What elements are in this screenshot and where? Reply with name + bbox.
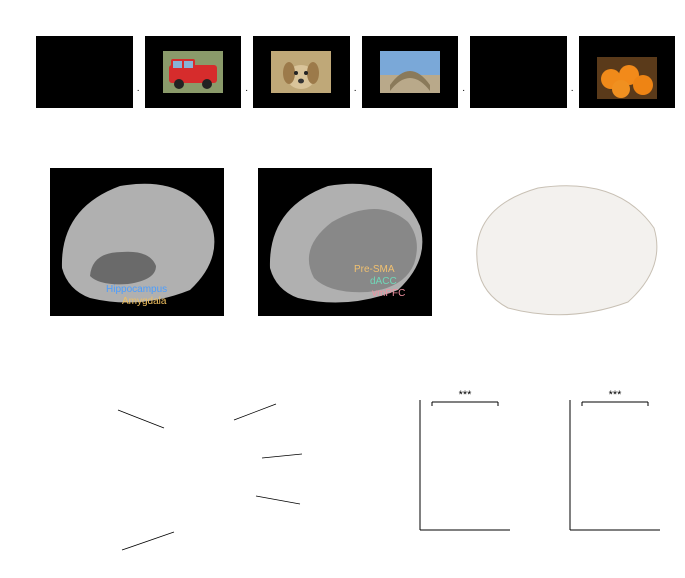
label-hippocampus: Hippocampus	[106, 284, 167, 295]
task-baseline	[36, 18, 133, 114]
stim-enc3	[362, 36, 459, 108]
task-enc2	[253, 18, 350, 114]
brain-3d-svg	[458, 168, 668, 328]
task-dot-2: ·	[245, 85, 249, 96]
arch-icon	[380, 51, 440, 93]
label-presma: Pre-SMA	[354, 264, 395, 275]
task-row: · ·	[36, 18, 675, 114]
stim-enc2	[253, 36, 350, 108]
oranges-icon	[597, 57, 657, 99]
phase-spacer-1	[300, 18, 303, 32]
task-maint	[470, 18, 567, 114]
task-dot-1: ·	[137, 85, 141, 96]
task-enc3	[362, 18, 459, 114]
brain-3d	[458, 168, 668, 328]
stim-maint	[470, 36, 567, 108]
rt-plot: ***	[392, 390, 522, 550]
acc-sig: ***	[609, 390, 623, 401]
stim-baseline	[36, 36, 133, 108]
label-vmpfc: vmPFC	[372, 288, 405, 299]
label-dacc: dACC	[370, 276, 397, 287]
pie-chart	[118, 392, 282, 556]
task-dot-5: ·	[571, 85, 575, 96]
car-icon	[163, 51, 223, 93]
dog-icon	[271, 51, 331, 93]
label-amygdala: Amygdala	[122, 296, 167, 307]
task-dot-4: ·	[462, 85, 466, 96]
brain-pfc-svg: Pre-SMA dACC vmPFC	[258, 168, 432, 316]
brain-slice-pfc: Pre-SMA dACC vmPFC	[258, 168, 432, 316]
stim-enc1	[145, 36, 242, 108]
rt-sig: ***	[459, 390, 473, 401]
task-probe	[579, 18, 676, 114]
phase-spacer-2	[408, 18, 411, 32]
brain-slice-mtl: Hippocampus Amygdala	[50, 168, 224, 316]
acc-plot: ***	[540, 390, 670, 550]
task-dot-3: ·	[354, 85, 358, 96]
task-enc1	[145, 18, 242, 114]
brain-mtl-svg: Hippocampus Amygdala	[50, 168, 224, 316]
stim-probe	[579, 36, 676, 108]
